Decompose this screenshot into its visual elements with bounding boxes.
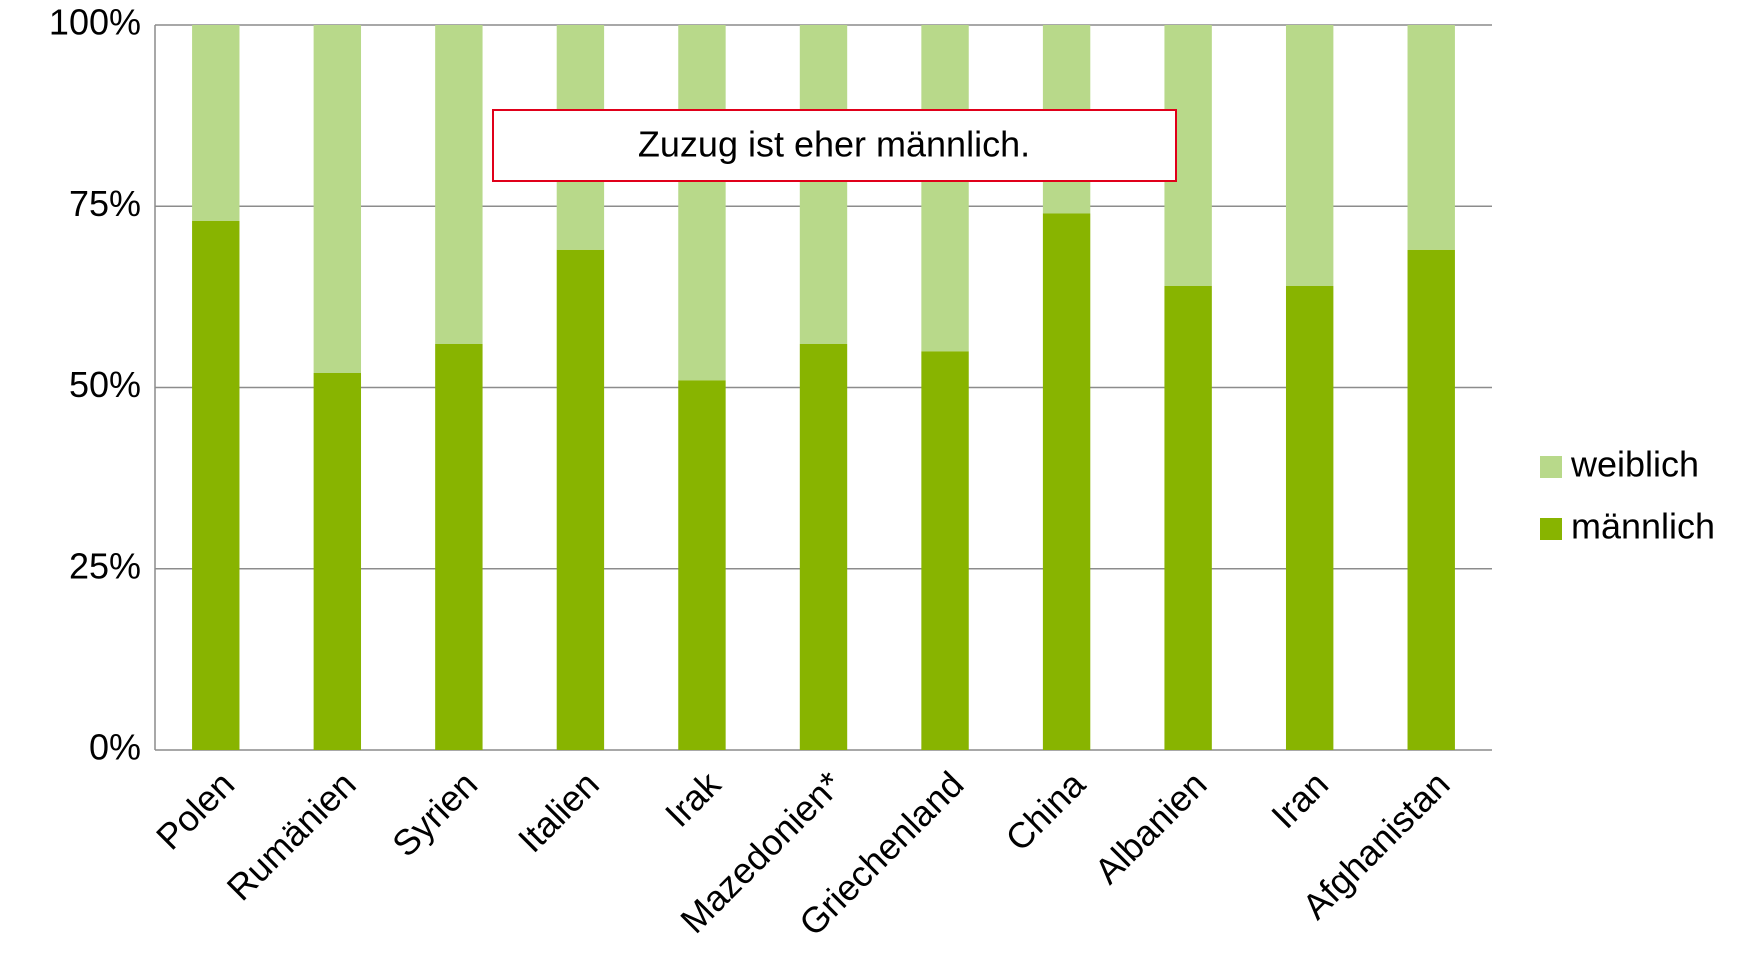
- bar-segment: [192, 220, 240, 750]
- y-tick-label: 75%: [69, 183, 141, 224]
- bar-segment: [921, 25, 969, 352]
- bar-segment: [1285, 25, 1334, 286]
- x-tick-label: Iran: [1263, 763, 1336, 836]
- x-tick-label: Syrien: [384, 763, 485, 864]
- x-tick-label: Irak: [657, 763, 729, 835]
- x-tick-label: Italien: [510, 763, 607, 860]
- bar-segment: [435, 25, 483, 344]
- bar-segment: [1407, 25, 1455, 250]
- x-tick-label: Polen: [148, 763, 242, 857]
- bar-segment: [799, 25, 848, 344]
- bar-segment: [313, 25, 362, 373]
- x-tick-label: China: [997, 763, 1093, 859]
- bar-segment: [192, 25, 240, 221]
- bar-segment: [921, 351, 969, 750]
- bar-segment: [313, 373, 362, 750]
- bar-segment: [1407, 249, 1455, 750]
- legend-label: männlich: [1571, 506, 1715, 547]
- x-tick-label: Albanien: [1086, 763, 1214, 891]
- legend-swatch: [1540, 518, 1562, 540]
- annotation-box: [492, 109, 1177, 182]
- bar-segment: [799, 344, 848, 750]
- y-tick-label: 0%: [89, 727, 141, 768]
- bar-segment: [1042, 213, 1091, 750]
- annotation: Zuzug ist eher männlich.: [638, 124, 1030, 165]
- bar-segment: [678, 380, 726, 750]
- y-tick-label: 50%: [69, 364, 141, 405]
- legend-swatch: [1540, 456, 1562, 478]
- bar-segment: [556, 249, 605, 750]
- y-tick-label: 25%: [69, 545, 141, 586]
- bar-segment: [1164, 286, 1212, 750]
- legend-label: weiblich: [1570, 444, 1699, 485]
- bar-segment: [678, 25, 726, 381]
- x-tick-label: Rumänien: [219, 763, 364, 908]
- bar-segment: [435, 344, 483, 750]
- y-tick-label: 100%: [49, 2, 141, 43]
- bar-segment: [1285, 286, 1334, 750]
